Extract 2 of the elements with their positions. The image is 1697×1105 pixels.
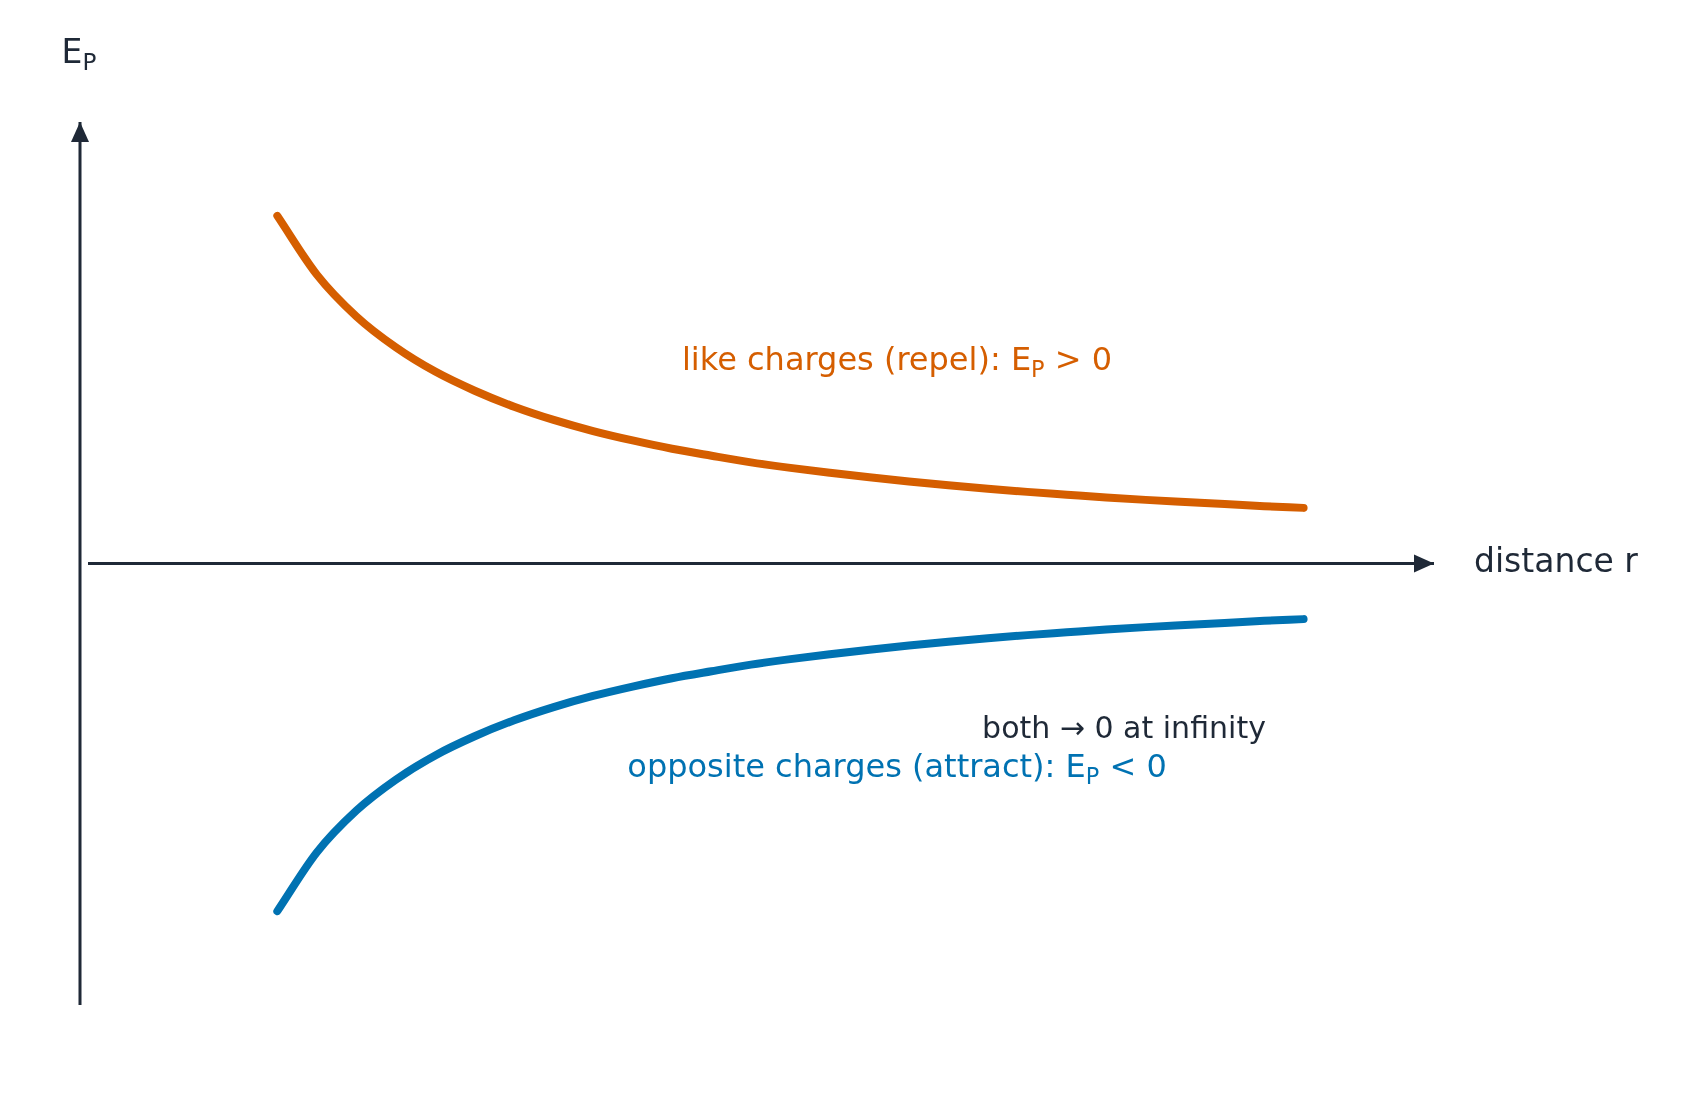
- annotation: both → 0 at infinity: [982, 710, 1266, 746]
- x-axis-title: distance r: [1474, 541, 1639, 581]
